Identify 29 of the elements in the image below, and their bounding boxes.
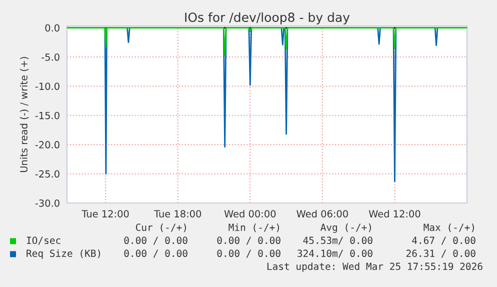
x-tick-label: Wed 06:00 (296, 210, 348, 218)
legend-label: IO/sec (26, 236, 60, 245)
text: 45.53m/ 0.00 (303, 236, 372, 245)
y-tick-label: -15.0 (35, 112, 60, 120)
text: 0.00 / 0.00 (124, 236, 188, 245)
y-tick-label: -20.0 (35, 141, 60, 148)
x-tick-label: Tue 12:00 (82, 210, 129, 218)
y-tick-label: -5.0 (42, 53, 60, 61)
text: Min (-/+) (228, 223, 279, 232)
text: 0.00 / 0.00 (217, 250, 280, 258)
text: 4.67 / 0.00 (412, 236, 476, 245)
y-tick-label: -25.0 (35, 170, 60, 178)
text: 324.10m/ 0.00 (298, 250, 372, 258)
text: 0.00 / 0.00 (124, 250, 188, 258)
text: Cur (-/+) (136, 223, 186, 232)
y-axis-title: Units read (-) / write (+) (20, 56, 29, 172)
y-tick-label: -10.0 (35, 82, 60, 90)
y-tick-label: 0.0 (45, 24, 60, 32)
chart-title: IOs for /dev/loop8 - by day (185, 12, 350, 24)
x-tick-label: Wed 00:00 (224, 210, 276, 218)
text: Avg (-/+) (320, 223, 371, 233)
text: Last update: Wed Mar 25 17:55:19 2026 (267, 262, 482, 272)
y-tick-label: -30.0 (35, 199, 60, 207)
x-tick-label: Wed 12:00 (368, 210, 420, 218)
legend-label: Req Size (KB) (26, 249, 100, 259)
x-tick-label: Tue 18:00 (154, 210, 202, 218)
text: Max (-/+) (424, 223, 474, 232)
text: 26.31 / 0.00 (406, 250, 476, 258)
text: 0.00 / 0.00 (217, 236, 280, 245)
